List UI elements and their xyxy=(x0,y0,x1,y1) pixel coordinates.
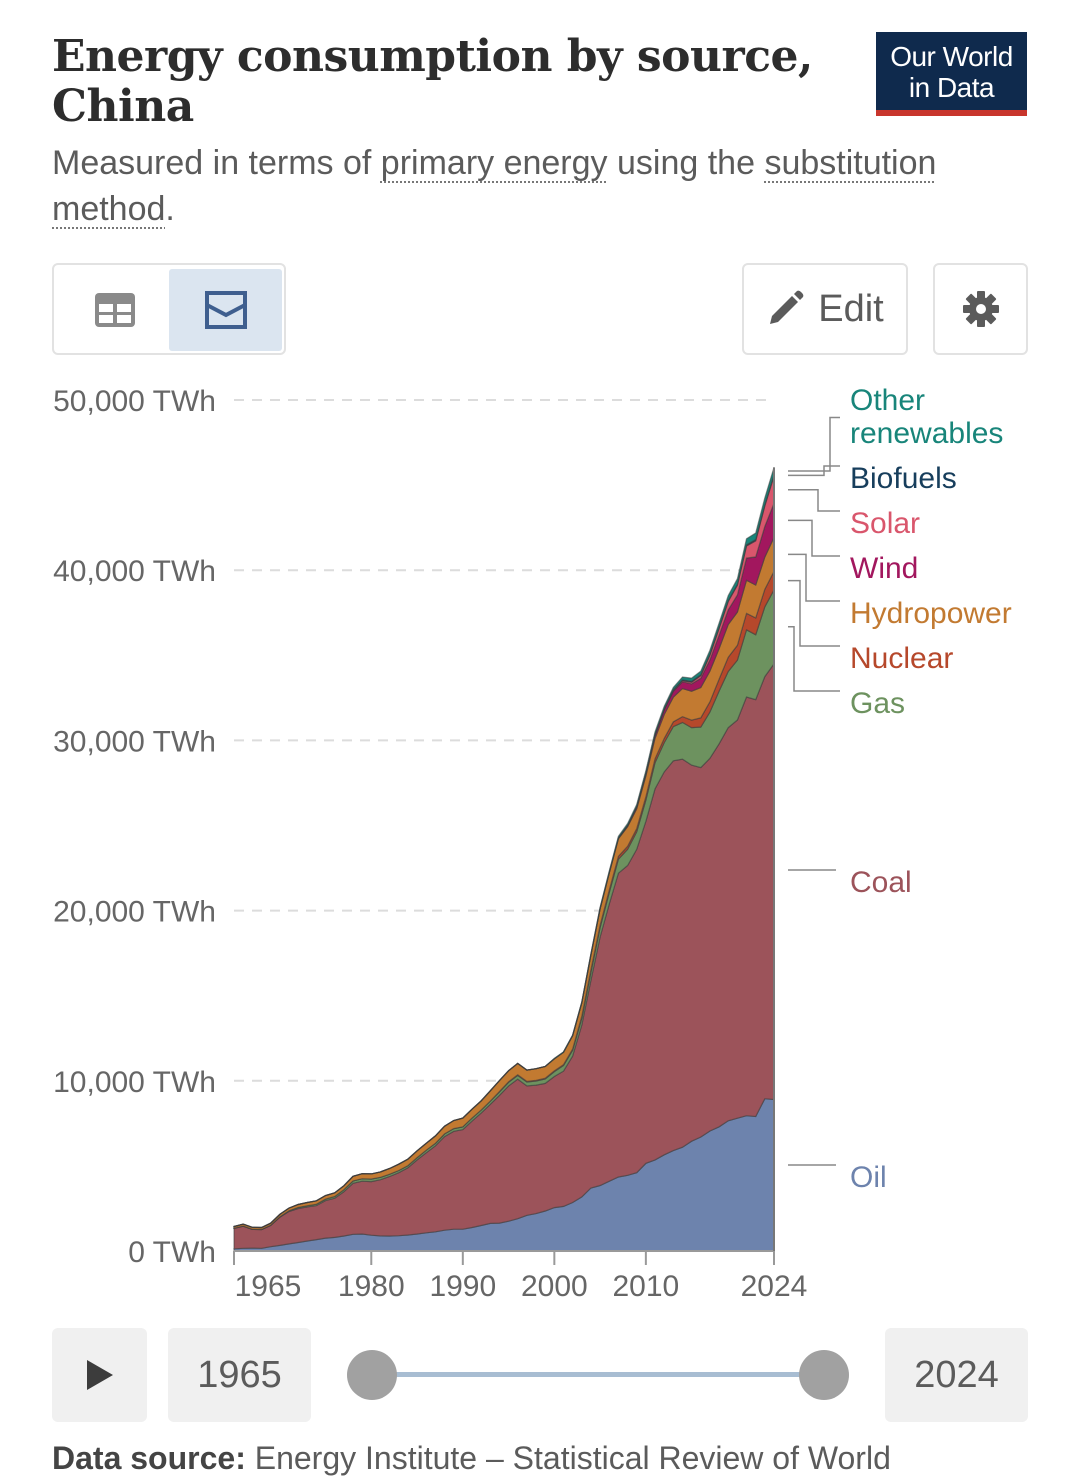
legend-label-nuclear: Nuclear xyxy=(850,642,953,675)
leader-line-solar xyxy=(788,488,840,512)
x-tick-label: 2024 xyxy=(741,1270,808,1303)
subtitle-suffix: . xyxy=(165,190,175,228)
owid-logo[interactable]: Our World in Data xyxy=(876,32,1027,116)
logo-line1: Our World xyxy=(890,41,1013,72)
data-source-text: Energy Institute – Statistical Review of… xyxy=(245,1440,891,1476)
gear-icon xyxy=(962,291,999,327)
y-tick-label: 20,000 TWh xyxy=(53,896,216,929)
x-tick-label: 2010 xyxy=(612,1270,679,1303)
edit-label: Edit xyxy=(818,287,884,330)
legend-label-coal: Coal xyxy=(850,866,912,899)
start-year-box[interactable]: 1965 xyxy=(168,1328,311,1422)
legend-label-oil: Oil xyxy=(850,1161,887,1194)
leader-line-wind xyxy=(788,519,840,557)
y-tick-label: 0 TWh xyxy=(128,1236,216,1269)
end-handle[interactable] xyxy=(799,1350,849,1400)
view-switch xyxy=(52,263,286,355)
leader-line-hydropower xyxy=(788,553,840,602)
x-tick-label: 2000 xyxy=(521,1270,588,1303)
logo-line2: in Data xyxy=(908,72,995,103)
chart-subtitle: Measured in terms of primary energy usin… xyxy=(52,140,1012,232)
pencil-icon xyxy=(770,290,804,324)
primary-energy-link[interactable]: primary energy xyxy=(380,144,608,182)
data-source: Data source: Energy Institute – Statisti… xyxy=(52,1440,1052,1477)
timeline-track[interactable] xyxy=(372,1372,824,1377)
legend-label-other-renewables: renewables xyxy=(850,417,1003,450)
data-source-label: Data source: xyxy=(52,1440,246,1476)
start-handle[interactable] xyxy=(347,1350,397,1400)
y-tick-label: 50,000 TWh xyxy=(53,385,216,418)
leader-line-nuclear xyxy=(788,579,840,647)
table-icon xyxy=(94,293,135,327)
stacked-area-chart: 0 TWh 10,000 TWh 20,000 TWh 30,000 TWh 40,00… xyxy=(53,384,1012,1303)
legend-label-solar: Solar xyxy=(850,507,920,540)
timeline: 1965 2024 xyxy=(0,1326,1080,1426)
settings-button[interactable] xyxy=(933,263,1028,355)
x-tick-label: 1980 xyxy=(338,1270,405,1303)
legend-label-wind: Wind xyxy=(850,552,918,585)
table-view-button[interactable] xyxy=(58,269,171,351)
subtitle-prefix: Measured in terms of xyxy=(52,144,381,182)
stacked-area-chart-icon xyxy=(204,291,247,329)
legend-label-biofuels: Biofuels xyxy=(850,462,957,495)
chart-title: Energy consumption by source, China xyxy=(52,31,813,132)
leader-line-gas xyxy=(788,626,840,692)
x-tick-label: 1965 xyxy=(235,1270,302,1303)
legend-label-other-renewables: Other xyxy=(850,384,925,417)
chart-view-button[interactable] xyxy=(169,269,282,351)
y-tick-label: 30,000 TWh xyxy=(53,725,216,758)
subtitle-mid: using the xyxy=(607,144,765,182)
y-tick-label: 40,000 TWh xyxy=(53,555,216,588)
substitution-method-link[interactable]: substitution method xyxy=(52,144,937,228)
play-icon xyxy=(86,1360,113,1390)
x-tick-label: 1990 xyxy=(429,1270,496,1303)
legend-label-gas: Gas xyxy=(850,687,905,720)
y-tick-label: 10,000 TWh xyxy=(53,1066,216,1099)
play-button[interactable] xyxy=(52,1328,147,1422)
leader-line-other-renewables xyxy=(788,416,840,472)
edit-button[interactable]: Edit xyxy=(742,263,908,355)
legend-label-hydropower: Hydropower xyxy=(850,597,1012,630)
end-year-box[interactable]: 2024 xyxy=(885,1328,1028,1422)
